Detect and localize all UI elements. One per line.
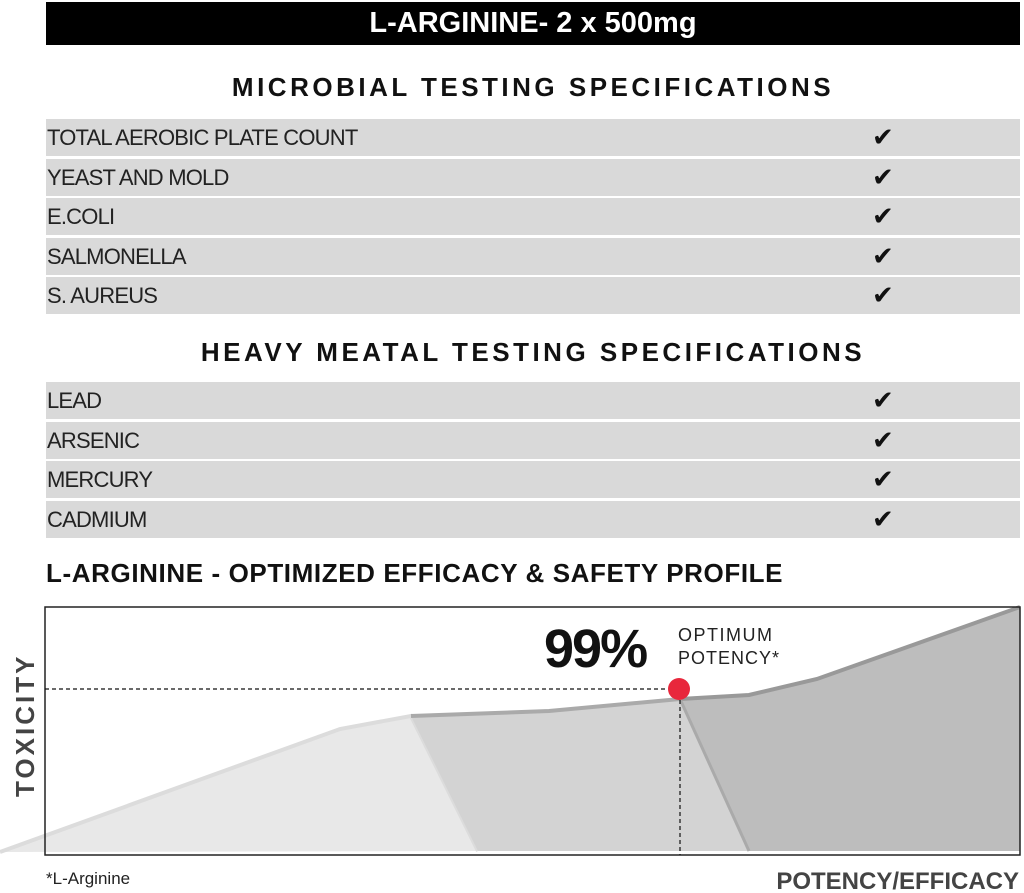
item-label: LEAD [47, 388, 102, 413]
list-item: E.COLI ✔ [46, 198, 1020, 235]
checkmark-icon: ✔ [872, 504, 894, 535]
percent-label: 99% [544, 619, 647, 679]
profile-heading: L-ARGININE - OPTIMIZED EFFICACY & SAFETY… [46, 558, 784, 588]
list-item: SALMONELLA ✔ [46, 237, 1020, 275]
high-potency-edge [679, 605, 1021, 701]
list-item: S. AUREUS ✔ [46, 277, 1020, 314]
mid-potency-area [411, 699, 749, 851]
x-axis-label: POTENCY/EFFICACY [776, 868, 1019, 893]
item-label: TOTAL AEROBIC PLATE COUNT [47, 125, 358, 150]
checkmark-icon: ✔ [872, 425, 894, 456]
footnote: *L-Arginine [46, 869, 130, 888]
item-label: SALMONELLA [47, 243, 187, 269]
checkmark-icon: ✔ [872, 386, 894, 416]
item-label: MERCURY [47, 467, 153, 492]
low-potency-area [0, 716, 478, 852]
list-item: LEAD ✔ [46, 382, 1020, 419]
item-label: S. AUREUS [47, 283, 158, 308]
callout-line1: OPTIMUM [678, 625, 774, 645]
item-label: E.COLI [47, 204, 115, 229]
list-item: YEAST AND MOLD ✔ [46, 158, 1020, 196]
list-item: MERCURY ✔ [46, 461, 1020, 498]
checkmark-icon: ✔ [872, 123, 894, 153]
checkmark-icon: ✔ [872, 202, 894, 232]
callout-line2: POTENCY* [678, 648, 780, 668]
checkmark-icon: ✔ [872, 162, 894, 193]
mid-potency-edge [410, 697, 681, 718]
product-title-bar: L-ARGININE- 2 x 500mg [46, 2, 1020, 45]
y-axis-label: TOXICITY [10, 654, 40, 797]
optimum-marker [668, 678, 690, 700]
microbial-list: TOTAL AEROBIC PLATE COUNT ✔ YEAST AND MOL… [46, 119, 1020, 317]
heavy-metal-heading: HEAVY MEATAL TESTING SPECIFICATIONS [200, 337, 866, 367]
list-item: CADMIUM ✔ [46, 500, 1020, 538]
item-label: CADMIUM [47, 506, 147, 532]
checkmark-icon: ✔ [872, 241, 894, 272]
high-potency-area [680, 607, 1020, 851]
microbial-heading: MICROBIAL TESTING SPECIFICATIONS [231, 72, 835, 102]
checkmark-icon: ✔ [872, 465, 894, 495]
item-label: YEAST AND MOLD [47, 164, 229, 190]
checkmark-icon: ✔ [872, 281, 894, 311]
item-label: ARSENIC [47, 427, 140, 453]
chart-frame [44, 606, 1021, 856]
list-item: TOTAL AEROBIC PLATE COUNT ✔ [46, 119, 1020, 156]
list-item: ARSENIC ✔ [46, 421, 1020, 459]
heavy-metal-list: LEAD ✔ ARSENIC ✔ MERCURY ✔ CADMIUM ✔ [46, 382, 1020, 540]
